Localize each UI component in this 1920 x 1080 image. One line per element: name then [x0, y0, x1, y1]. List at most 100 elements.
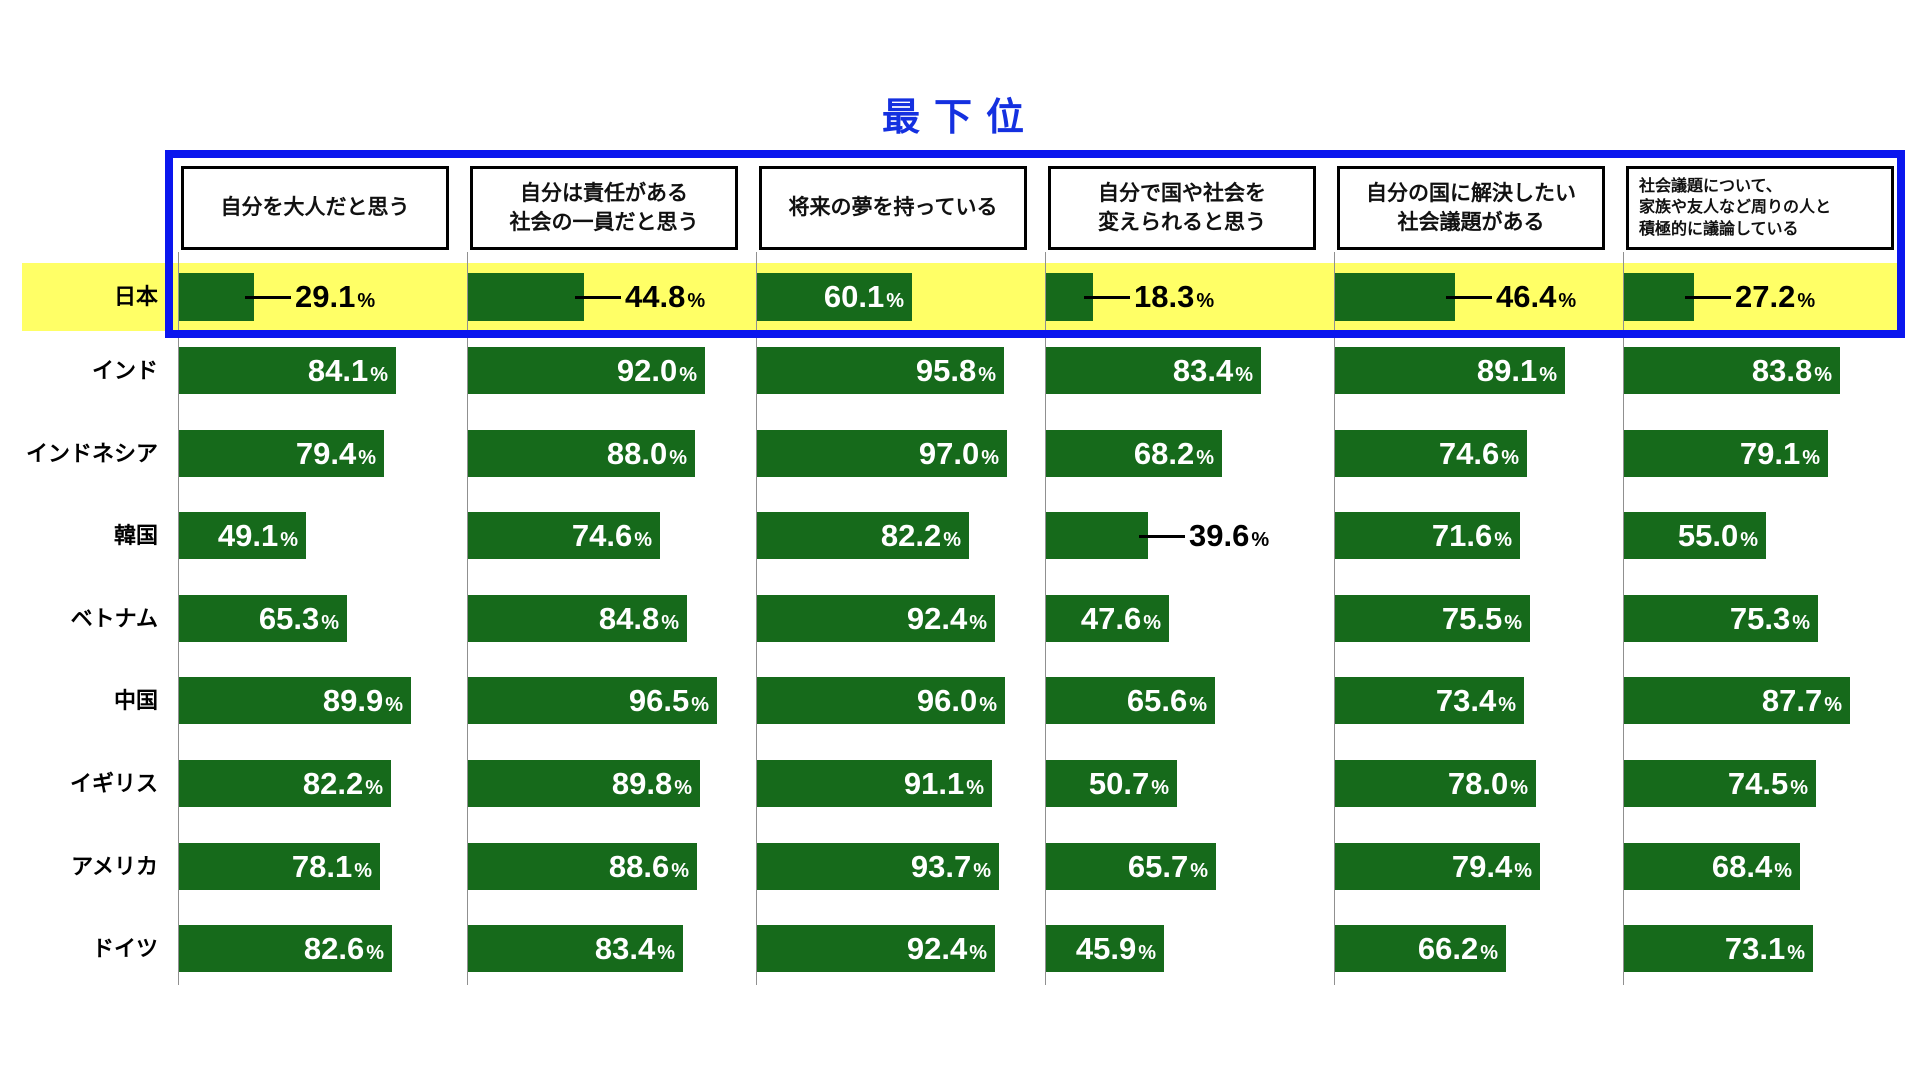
bar-value-number: 82.2: [302, 765, 364, 801]
bar-value: 88.6%: [609, 849, 689, 885]
bar-value: 74.6%: [1439, 436, 1519, 472]
bar-value: 93.7%: [911, 849, 991, 885]
bar-value-number: 73.4: [1435, 682, 1497, 718]
bar-value-number: 87.7: [1761, 682, 1823, 718]
column-axis-line: [756, 252, 757, 985]
bar-value-number: 79.1: [1739, 435, 1801, 471]
bar-segment: 89.9%: [179, 677, 411, 724]
bar-segment: 71.6%: [1335, 512, 1520, 559]
percent-sign: %: [1797, 290, 1816, 312]
column-header-2: 自分は責任がある 社会の一員だと思う: [470, 166, 738, 250]
bar-value-number: 27.2: [1735, 279, 1796, 314]
percent-sign: %: [1151, 776, 1169, 799]
bar-value-number: 83.4: [1172, 352, 1234, 388]
percent-sign: %: [943, 528, 961, 551]
bar-value-number: 93.7: [910, 848, 972, 884]
percent-sign: %: [1498, 693, 1516, 716]
bar-value: 73.4%: [1436, 683, 1516, 719]
percent-sign: %: [1501, 446, 1519, 469]
bar-value: 78.0%: [1448, 766, 1528, 802]
row-label: 中国: [113, 687, 158, 713]
row-label: ベトナム: [70, 605, 158, 631]
percent-sign: %: [354, 859, 372, 882]
leader-line: [1685, 296, 1731, 299]
bar-value: 83.4%: [1173, 353, 1253, 389]
bar-value-number: 92.4: [906, 600, 968, 636]
bar-segment: 74.5%: [1624, 760, 1816, 807]
bar-value-number: 91.1: [903, 765, 965, 801]
bar-value: 49.1%: [218, 518, 298, 554]
bar-segment: 79.4%: [179, 430, 384, 477]
bar-segment: 65.6%: [1046, 677, 1215, 724]
bar-value: 89.1%: [1477, 353, 1557, 389]
bar-value-number: 29.1: [295, 279, 356, 314]
bar-value-number: 95.8: [915, 352, 977, 388]
bar-value-number: 49.1: [217, 517, 279, 553]
bar-value: 82.6%: [304, 931, 384, 967]
bar-value-number: 96.5: [628, 682, 690, 718]
bar-value: 83.8%: [1752, 353, 1832, 389]
percent-sign: %: [366, 941, 384, 964]
bar-value: 92.4%: [907, 931, 987, 967]
percent-sign: %: [1814, 363, 1832, 386]
bar-value: 95.8%: [916, 353, 996, 389]
bar-value-number: 83.4: [594, 930, 656, 966]
bar-segment: 55.0%: [1624, 512, 1766, 559]
bar-segment: 87.7%: [1624, 677, 1850, 724]
column-axis-line: [1334, 252, 1335, 985]
bar-value-number: 89.1: [1476, 352, 1538, 388]
bar-segment: 79.1%: [1624, 430, 1828, 477]
bar-segment: 68.2%: [1046, 430, 1222, 477]
percent-sign: %: [969, 611, 987, 634]
row-label: アメリカ: [71, 853, 158, 879]
percent-sign: %: [1787, 941, 1805, 964]
bar-segment: 78.1%: [179, 843, 380, 890]
bar-value: 75.3%: [1730, 601, 1810, 637]
column-header-text: 積極的に議論している: [1639, 220, 1799, 238]
bar-value: 18.3%: [1134, 273, 1214, 321]
percent-sign: %: [321, 611, 339, 634]
bar-value: 46.4%: [1496, 273, 1576, 321]
bar-value-number: 65.7: [1127, 848, 1189, 884]
percent-sign: %: [365, 776, 383, 799]
bar-value: 89.9%: [323, 683, 403, 719]
bar-value: 74.6%: [572, 518, 652, 554]
percent-sign: %: [691, 693, 709, 716]
bar-value-number: 79.4: [1451, 848, 1513, 884]
column-header-text: 自分は責任がある: [520, 181, 688, 205]
column-header-text: 社会議題について、: [1639, 177, 1782, 195]
percent-sign: %: [1138, 941, 1156, 964]
percent-sign: %: [671, 859, 689, 882]
percent-sign: %: [886, 290, 904, 312]
bar-segment: 68.4%: [1624, 843, 1800, 890]
bar-segment: 65.3%: [179, 595, 347, 642]
bar-segment: 92.4%: [757, 925, 995, 972]
percent-sign: %: [1792, 611, 1810, 634]
row-label: 日本: [113, 284, 158, 309]
percent-sign: %: [1494, 528, 1512, 551]
bar-segment: 79.4%: [1335, 843, 1540, 890]
column-header-5: 自分の国に解決したい 社会議題がある: [1337, 166, 1605, 250]
bar-value-text: 39.6%: [1189, 518, 1269, 554]
bar-segment: 92.4%: [757, 595, 995, 642]
bar-value-number: 68.4: [1711, 848, 1773, 884]
percent-sign: %: [1190, 859, 1208, 882]
bar-value: 45.9%: [1076, 931, 1156, 967]
percent-sign: %: [669, 446, 687, 469]
bar-value: 68.2%: [1134, 436, 1214, 472]
percent-sign: %: [674, 776, 692, 799]
column-header-text: 自分を大人だと思う: [220, 196, 410, 220]
row-label: インド: [91, 357, 158, 383]
bar-value-number: 68.2: [1133, 435, 1195, 471]
bar-segment: 73.4%: [1335, 677, 1524, 724]
bar-segment: 92.0%: [468, 347, 705, 394]
bar-segment: 47.6%: [1046, 595, 1169, 642]
leader-line: [1446, 296, 1492, 299]
percent-sign: %: [1790, 776, 1808, 799]
bar-value: 96.5%: [629, 683, 709, 719]
bar-value: 55.0%: [1678, 518, 1758, 554]
bar-value-text: 18.3%: [1134, 279, 1214, 315]
bar-segment: 93.7%: [757, 843, 999, 890]
bar-value-number: 82.6: [303, 930, 365, 966]
bar-value: 84.1%: [308, 353, 388, 389]
